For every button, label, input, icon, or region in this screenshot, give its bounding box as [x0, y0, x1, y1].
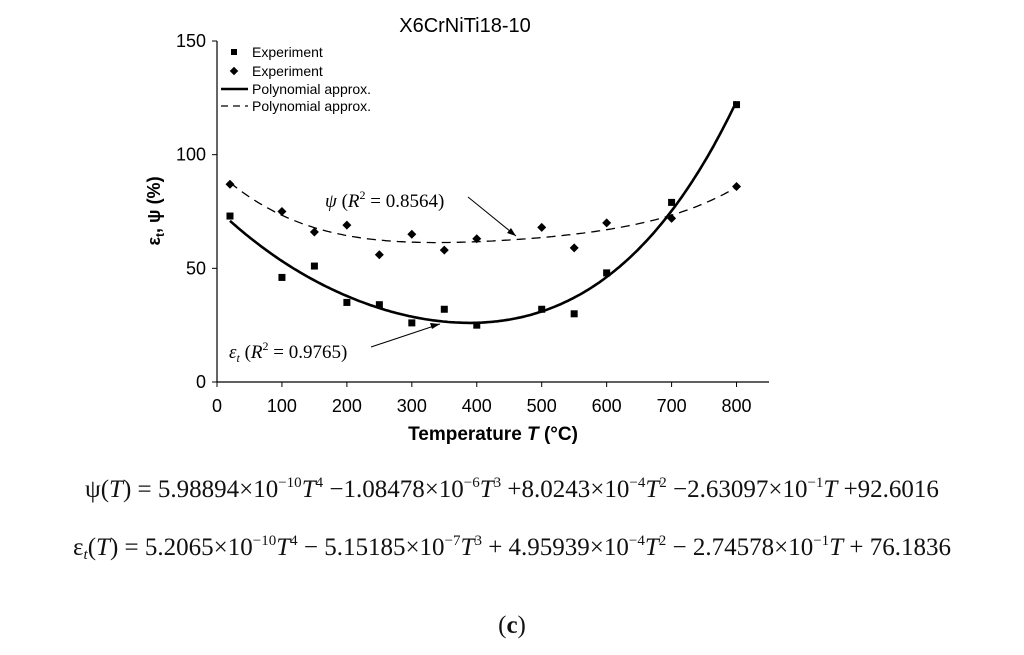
annotation-psi-arrowhead: [507, 228, 516, 236]
data-point-diamond: [667, 213, 677, 223]
data-point-square: [310, 262, 318, 270]
data-point-square: [440, 305, 448, 313]
data-point-diamond: [439, 245, 449, 255]
legend-square-marker: [231, 49, 237, 55]
data-point-diamond: [407, 229, 417, 239]
data-point-diamond: [602, 218, 612, 228]
data-point-square: [603, 269, 611, 277]
x-tick-label: 400: [462, 396, 492, 416]
x-axis-label: Temperature T (°C): [408, 424, 578, 445]
panel-label: (c): [498, 612, 526, 639]
data-point-square: [570, 310, 578, 318]
legend-label-polynomial-2: Polynomial approx.: [252, 98, 371, 114]
data-point-diamond: [342, 220, 352, 230]
annotation-eps-text: εt (R2 = 0.9765): [229, 339, 347, 365]
chart: X6CrNiTi18-10 0 100 200 300 400 500 600 700 8000…: [144, 15, 769, 445]
annotation-eps: εt (R2 = 0.9765): [229, 323, 441, 365]
data-point-square: [226, 212, 234, 220]
data-point-diamond: [374, 250, 384, 260]
x-tick-label: 200: [332, 396, 362, 416]
x-tick-label: 600: [592, 396, 622, 416]
data-point-diamond: [472, 234, 482, 244]
legend-label-experiment-2: Experiment: [252, 63, 323, 79]
data-point-square: [375, 301, 383, 309]
equation-psi: ψ(T) = 5.98894×10−10T4 −1.08478×10−6T3 +…: [85, 475, 939, 504]
fit-curve-eps: [229, 100, 738, 325]
y-tick-label: 150: [176, 31, 206, 51]
x-tick-label: 700: [657, 396, 687, 416]
legend-diamond-marker: [229, 66, 239, 76]
data-point-diamond: [309, 227, 319, 237]
y-tick-label: 0: [196, 372, 206, 392]
annotation-psi-text: ψ (R2 = 0.8564): [325, 188, 444, 212]
fit-curve-psi: [229, 182, 737, 244]
x-tick-label: 0: [212, 396, 222, 416]
data-point-diamond: [569, 243, 579, 253]
data-point-square: [343, 298, 351, 306]
data-point-diamond: [225, 179, 235, 189]
equation-eps: εt(T) = 5.2065×10−10T4 − 5.15185×10−7T3 …: [73, 533, 951, 563]
data-point-square: [473, 321, 481, 329]
annotation-psi: ψ (R2 = 0.8564): [325, 188, 517, 237]
data-point-square: [538, 305, 546, 313]
x-tick-label: 100: [267, 396, 297, 416]
data-point-square: [408, 319, 416, 327]
axis-ticks: 0 100 200 300 400 500 600 700 800 0 50 100 150: [176, 31, 752, 416]
data-points: [225, 101, 742, 329]
chart-title: X6CrNiTi18-10: [399, 15, 531, 37]
x-tick-label: 500: [527, 396, 557, 416]
annotation-eps-arrow: [370, 323, 441, 348]
x-tick-label: 800: [722, 396, 752, 416]
data-point-diamond: [537, 222, 547, 232]
annotation-eps-arrowhead: [430, 323, 440, 329]
y-axis-label: εt, ψ (%): [144, 176, 167, 245]
legend: Experiment Experiment Polynomial approx.…: [221, 44, 371, 114]
x-tick-label: 300: [397, 396, 427, 416]
y-tick-label: 50: [186, 258, 206, 278]
data-point-diamond: [732, 181, 742, 191]
data-point-diamond: [277, 207, 287, 216]
legend-label-experiment-1: Experiment: [252, 44, 323, 60]
legend-label-polynomial-1: Polynomial approx.: [252, 81, 371, 97]
annotation-psi-arrow: [467, 196, 517, 237]
data-point-square: [278, 273, 286, 281]
data-point-square: [733, 101, 741, 109]
y-tick-label: 100: [176, 145, 206, 165]
data-point-square: [668, 198, 676, 206]
